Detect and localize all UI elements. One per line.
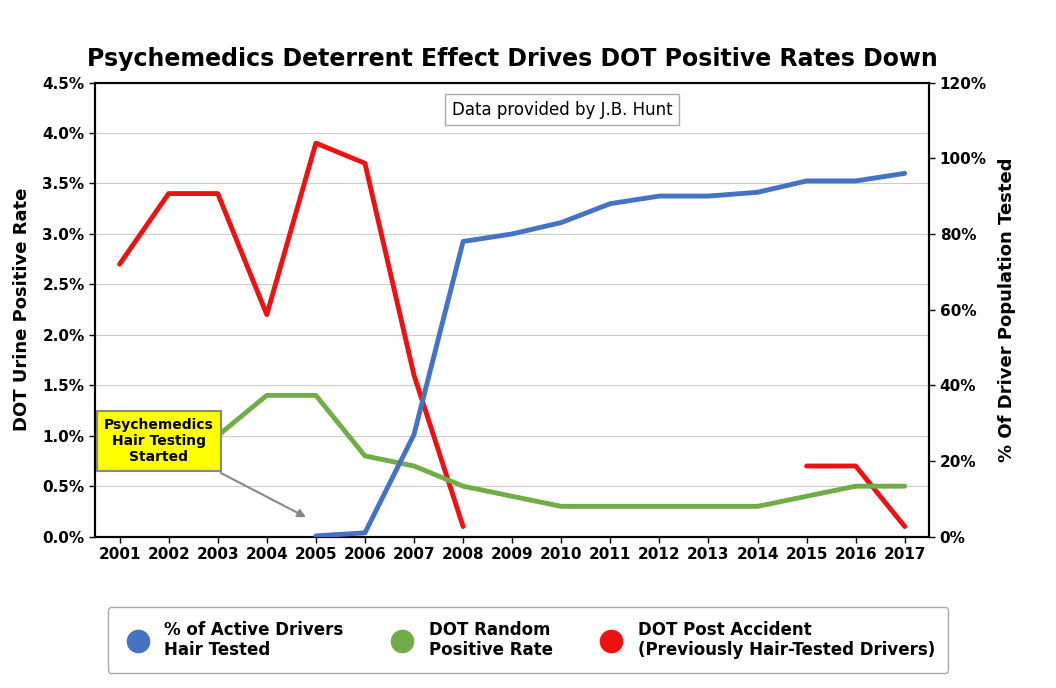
- Text: Psychemedics
Hair Testing
Started: Psychemedics Hair Testing Started: [103, 418, 304, 516]
- Title: Psychemedics Deterrent Effect Drives DOT Positive Rates Down: Psychemedics Deterrent Effect Drives DOT…: [87, 47, 938, 71]
- Y-axis label: DOT Urine Positive Rate: DOT Urine Positive Rate: [14, 188, 32, 431]
- Y-axis label: % Of Driver Population Tested: % Of Driver Population Tested: [998, 158, 1016, 462]
- Legend: % of Active Drivers
Hair Tested, DOT Random
Positive Rate, DOT Post Accident
(Pr: % of Active Drivers Hair Tested, DOT Ran…: [108, 608, 948, 673]
- Text: Data provided by J.B. Hunt: Data provided by J.B. Hunt: [452, 100, 673, 119]
